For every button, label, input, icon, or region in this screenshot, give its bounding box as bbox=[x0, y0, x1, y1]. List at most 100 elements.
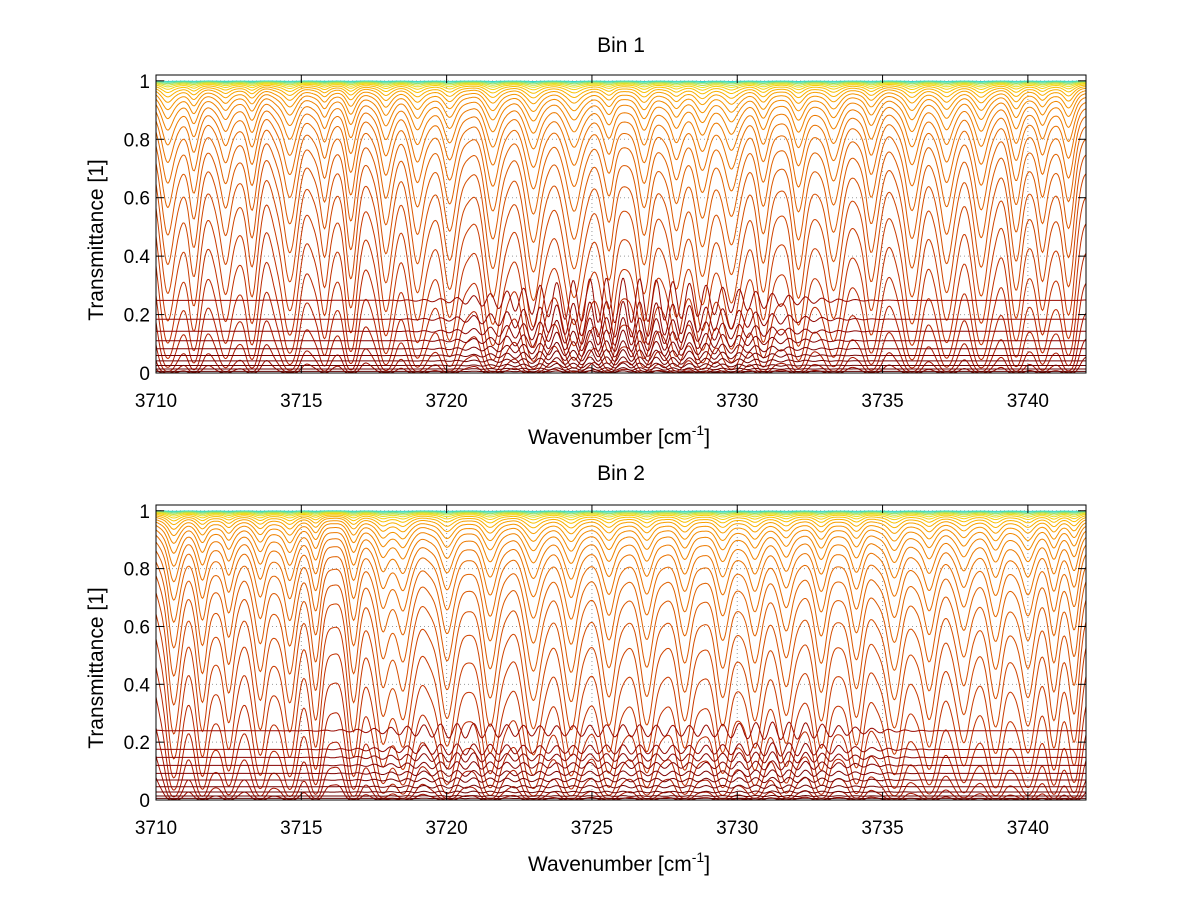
series-line-2 bbox=[156, 510, 1086, 513]
series-line-9 bbox=[155, 517, 1087, 535]
series-line-20 bbox=[155, 196, 1087, 332]
x-tick-label: 3720 bbox=[425, 818, 467, 839]
x-tick-labels: 3710 3715 3720 3725 3730 3735 3740 bbox=[135, 391, 1049, 412]
y-tick-label: 1 bbox=[139, 72, 150, 93]
chart-panel-bin-2: Bin 2 3710 3715 3720 3725 3730 3735 3740 00.20… bbox=[85, 462, 1087, 876]
series-line-22 bbox=[155, 667, 1087, 790]
x-tick-label: 3740 bbox=[1007, 818, 1049, 839]
y-tick-label: 0.2 bbox=[124, 306, 150, 327]
series-line-30 bbox=[156, 329, 1086, 352]
x-tick-label: 3720 bbox=[425, 391, 467, 412]
series-line-3 bbox=[156, 81, 1086, 85]
y-tick-label: 0.6 bbox=[124, 189, 150, 210]
y-tick-label: 0 bbox=[139, 791, 150, 812]
x-tick-label: 3725 bbox=[571, 391, 613, 412]
series-line-16 bbox=[155, 550, 1087, 645]
series-line-4 bbox=[155, 82, 1086, 86]
series-line-1 bbox=[156, 510, 1086, 512]
series-line-17 bbox=[155, 561, 1087, 673]
y-tick-label: 0.2 bbox=[124, 733, 150, 754]
x-axis-label-text: Wavenumber [cm bbox=[528, 853, 692, 876]
axes-box bbox=[155, 74, 1087, 374]
y-axis-label: Transmittance [1] bbox=[85, 159, 108, 320]
x-axis-label-superscript: -1 bbox=[692, 849, 705, 865]
x-tick-label: 3740 bbox=[1007, 391, 1049, 412]
series-line-32 bbox=[156, 776, 1086, 784]
y-axis-label: Transmittance [1] bbox=[85, 587, 108, 748]
series-line-13 bbox=[155, 529, 1087, 580]
x-tick-label: 3730 bbox=[716, 391, 758, 412]
y-tick-label: 0.4 bbox=[124, 675, 151, 696]
chart-title: Bin 2 bbox=[597, 462, 645, 485]
series-line-12 bbox=[155, 524, 1087, 564]
axis-ticks bbox=[155, 75, 1086, 374]
series-group bbox=[155, 80, 1087, 374]
x-axis-label-suffix: ] bbox=[704, 853, 710, 876]
series-line-35 bbox=[156, 367, 1086, 371]
series-line-17 bbox=[155, 138, 1087, 248]
y-tick-label: 0.8 bbox=[124, 130, 150, 151]
series-line-10 bbox=[155, 519, 1087, 543]
x-tick-label: 3735 bbox=[861, 391, 903, 412]
x-axis-label-superscript: -1 bbox=[692, 422, 705, 438]
series-line-20 bbox=[155, 613, 1087, 757]
chart-panel-bin-1: Bin 1 3710 3715 3720 3725 3730 3735 3740 00.20… bbox=[85, 34, 1087, 449]
series-line-18 bbox=[155, 154, 1087, 278]
chart-title: Bin 1 bbox=[597, 34, 645, 57]
series-line-8 bbox=[155, 515, 1087, 529]
series-line-31 bbox=[156, 340, 1086, 358]
series-line-22 bbox=[155, 252, 1087, 364]
x-tick-label: 3715 bbox=[280, 391, 322, 412]
series-line-14 bbox=[155, 534, 1087, 599]
x-tick-label: 3710 bbox=[135, 391, 177, 412]
x-axis-label-suffix: ] bbox=[704, 426, 710, 449]
series-line-11 bbox=[155, 93, 1087, 124]
series-line-15 bbox=[155, 116, 1087, 194]
series-line-10 bbox=[155, 90, 1087, 114]
series-line-21 bbox=[155, 638, 1087, 777]
series-line-3 bbox=[156, 511, 1087, 515]
series-line-6 bbox=[155, 83, 1087, 91]
series-line-27 bbox=[155, 721, 1087, 741]
x-axis-label: Wavenumber [cm-1] bbox=[528, 422, 710, 449]
y-tick-labels: 0 0.2 0.4 0.6 0.8 1 bbox=[124, 502, 151, 812]
series-line-8 bbox=[155, 86, 1087, 100]
series-group bbox=[155, 510, 1087, 801]
x-axis-label: Wavenumber [cm-1] bbox=[528, 849, 710, 876]
series-line-25 bbox=[155, 338, 1087, 374]
series-line-29 bbox=[156, 317, 1086, 346]
series-line-11 bbox=[155, 521, 1087, 552]
series-line-36 bbox=[156, 370, 1086, 373]
y-tick-label: 0.4 bbox=[124, 247, 151, 268]
y-tick-label: 1 bbox=[139, 502, 150, 523]
series-line-30 bbox=[156, 760, 1086, 771]
y-tick-label: 0.8 bbox=[124, 560, 150, 581]
y-tick-label: 0.6 bbox=[124, 617, 150, 638]
series-line-18 bbox=[155, 575, 1087, 703]
series-line-5 bbox=[155, 82, 1087, 88]
axis-ticks bbox=[155, 505, 1086, 801]
series-line-19 bbox=[155, 592, 1087, 731]
series-line-13 bbox=[155, 102, 1087, 152]
series-line-32 bbox=[156, 349, 1086, 362]
series-line-33 bbox=[156, 784, 1086, 790]
y-tick-labels: 0 0.2 0.4 0.6 0.8 1 bbox=[124, 72, 151, 385]
x-tick-label: 3725 bbox=[571, 818, 613, 839]
series-line-28 bbox=[156, 742, 1086, 757]
series-line-16 bbox=[155, 126, 1087, 219]
x-tick-label: 3730 bbox=[716, 818, 758, 839]
series-line-34 bbox=[156, 790, 1086, 794]
series-line-21 bbox=[155, 223, 1087, 351]
series-line-29 bbox=[155, 751, 1086, 764]
series-line-31 bbox=[156, 769, 1086, 778]
series-line-6 bbox=[155, 513, 1087, 521]
x-axis-label-text: Wavenumber [cm bbox=[528, 426, 692, 449]
x-tick-label: 3735 bbox=[861, 818, 903, 839]
series-line-14 bbox=[155, 108, 1087, 171]
series-line-34 bbox=[156, 362, 1086, 369]
x-tick-label: 3715 bbox=[280, 818, 322, 839]
series-line-33 bbox=[156, 356, 1086, 366]
series-line-27 bbox=[155, 277, 1087, 323]
series-line-19 bbox=[155, 173, 1087, 306]
